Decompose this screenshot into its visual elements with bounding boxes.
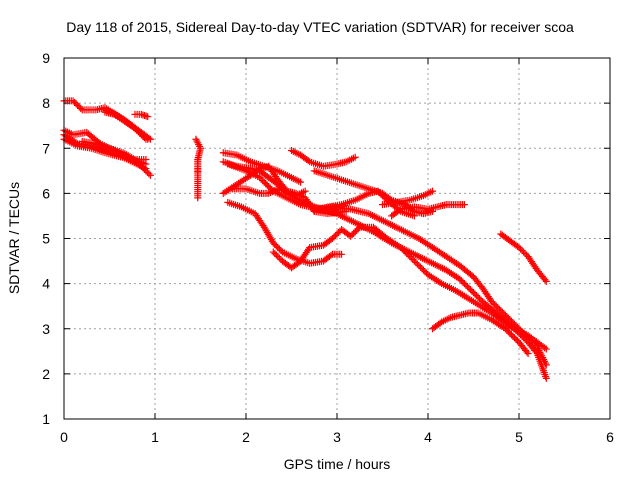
x-tick-label: 3 xyxy=(333,429,341,445)
x-tick-label: 1 xyxy=(151,429,159,445)
series-track xyxy=(288,147,359,170)
y-tick-label: 3 xyxy=(42,321,50,337)
series-track xyxy=(61,97,150,142)
data-point xyxy=(144,113,151,120)
x-tick-label: 6 xyxy=(606,429,614,445)
x-tick-label: 2 xyxy=(242,429,250,445)
data-point xyxy=(461,201,468,208)
x-tick-label: 0 xyxy=(60,429,68,445)
y-tick-label: 7 xyxy=(42,140,50,156)
series-track xyxy=(131,111,151,120)
y-tick-label: 9 xyxy=(42,50,50,66)
y-tick-label: 8 xyxy=(42,95,50,111)
y-tick-label: 4 xyxy=(42,276,50,292)
grid-lines xyxy=(64,58,610,419)
x-tick-label: 4 xyxy=(424,429,432,445)
series-track xyxy=(497,230,550,284)
data-point xyxy=(338,251,345,258)
data-markers xyxy=(61,97,550,382)
series-track xyxy=(311,203,550,368)
series-track xyxy=(192,136,204,202)
y-tick-label: 6 xyxy=(42,185,50,201)
y-tick-label: 1 xyxy=(42,411,50,427)
y-tick-label: 5 xyxy=(42,231,50,247)
axis-ticks: 0 1 2 3 4 5 6123456789 xyxy=(42,50,614,445)
x-tick-label: 5 xyxy=(515,429,523,445)
series-track xyxy=(101,109,151,143)
series-track xyxy=(61,131,150,172)
y-tick-label: 2 xyxy=(42,366,50,382)
